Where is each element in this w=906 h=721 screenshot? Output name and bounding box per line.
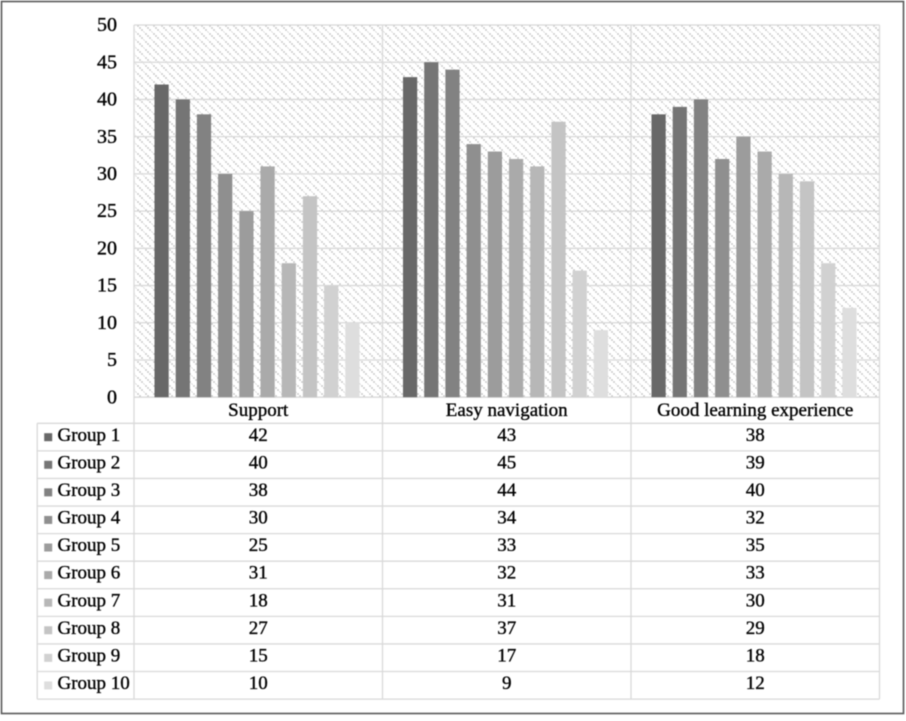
svg-text:10: 10 xyxy=(249,673,268,694)
svg-text:Group 7: Group 7 xyxy=(58,590,121,611)
svg-text:34: 34 xyxy=(497,508,517,529)
svg-text:Group 9: Group 9 xyxy=(58,645,121,666)
svg-text:32: 32 xyxy=(746,508,765,529)
svg-text:33: 33 xyxy=(497,535,516,556)
svg-text:29: 29 xyxy=(746,618,765,639)
svg-text:Support: Support xyxy=(228,400,289,421)
svg-text:38: 38 xyxy=(746,425,765,446)
svg-text:32: 32 xyxy=(497,563,516,584)
svg-text:17: 17 xyxy=(497,645,516,666)
svg-text:30: 30 xyxy=(97,163,117,185)
svg-text:25: 25 xyxy=(249,535,268,556)
svg-text:39: 39 xyxy=(746,452,765,473)
svg-text:Group 8: Group 8 xyxy=(58,618,121,639)
svg-text:Group 10: Group 10 xyxy=(58,673,130,694)
svg-text:25: 25 xyxy=(97,200,117,222)
svg-text:Group 1: Group 1 xyxy=(58,425,121,446)
svg-text:50: 50 xyxy=(97,14,117,36)
svg-text:20: 20 xyxy=(97,237,117,259)
svg-text:Good learning experience: Good learning experience xyxy=(657,400,853,421)
svg-text:43: 43 xyxy=(497,425,516,446)
svg-text:10: 10 xyxy=(97,312,117,334)
svg-text:40: 40 xyxy=(97,89,117,111)
svg-text:30: 30 xyxy=(746,590,765,611)
svg-text:18: 18 xyxy=(746,645,765,666)
svg-text:Group 3: Group 3 xyxy=(58,480,121,501)
svg-text:12: 12 xyxy=(746,673,765,694)
svg-text:18: 18 xyxy=(249,590,268,611)
svg-text:15: 15 xyxy=(249,645,268,666)
svg-text:45: 45 xyxy=(497,452,516,473)
svg-text:31: 31 xyxy=(497,590,516,611)
svg-text:Group 4: Group 4 xyxy=(58,508,121,529)
svg-text:35: 35 xyxy=(746,535,765,556)
svg-text:9: 9 xyxy=(502,673,512,694)
svg-text:38: 38 xyxy=(249,480,268,501)
svg-text:42: 42 xyxy=(249,425,268,446)
svg-text:0: 0 xyxy=(107,386,117,408)
svg-text:30: 30 xyxy=(249,508,268,529)
svg-text:31: 31 xyxy=(249,563,268,584)
svg-text:5: 5 xyxy=(107,349,117,371)
svg-text:Group 2: Group 2 xyxy=(58,452,121,473)
svg-text:33: 33 xyxy=(746,563,765,584)
svg-text:27: 27 xyxy=(249,618,268,639)
svg-text:44: 44 xyxy=(497,480,517,501)
svg-text:35: 35 xyxy=(97,126,117,148)
svg-text:Group 6: Group 6 xyxy=(58,563,121,584)
svg-text:40: 40 xyxy=(249,452,268,473)
svg-text:37: 37 xyxy=(497,618,516,639)
svg-text:40: 40 xyxy=(746,480,765,501)
svg-text:Group 5: Group 5 xyxy=(58,535,121,556)
svg-text:45: 45 xyxy=(97,51,117,73)
svg-text:Easy navigation: Easy navigation xyxy=(446,400,568,421)
svg-text:15: 15 xyxy=(97,275,117,297)
